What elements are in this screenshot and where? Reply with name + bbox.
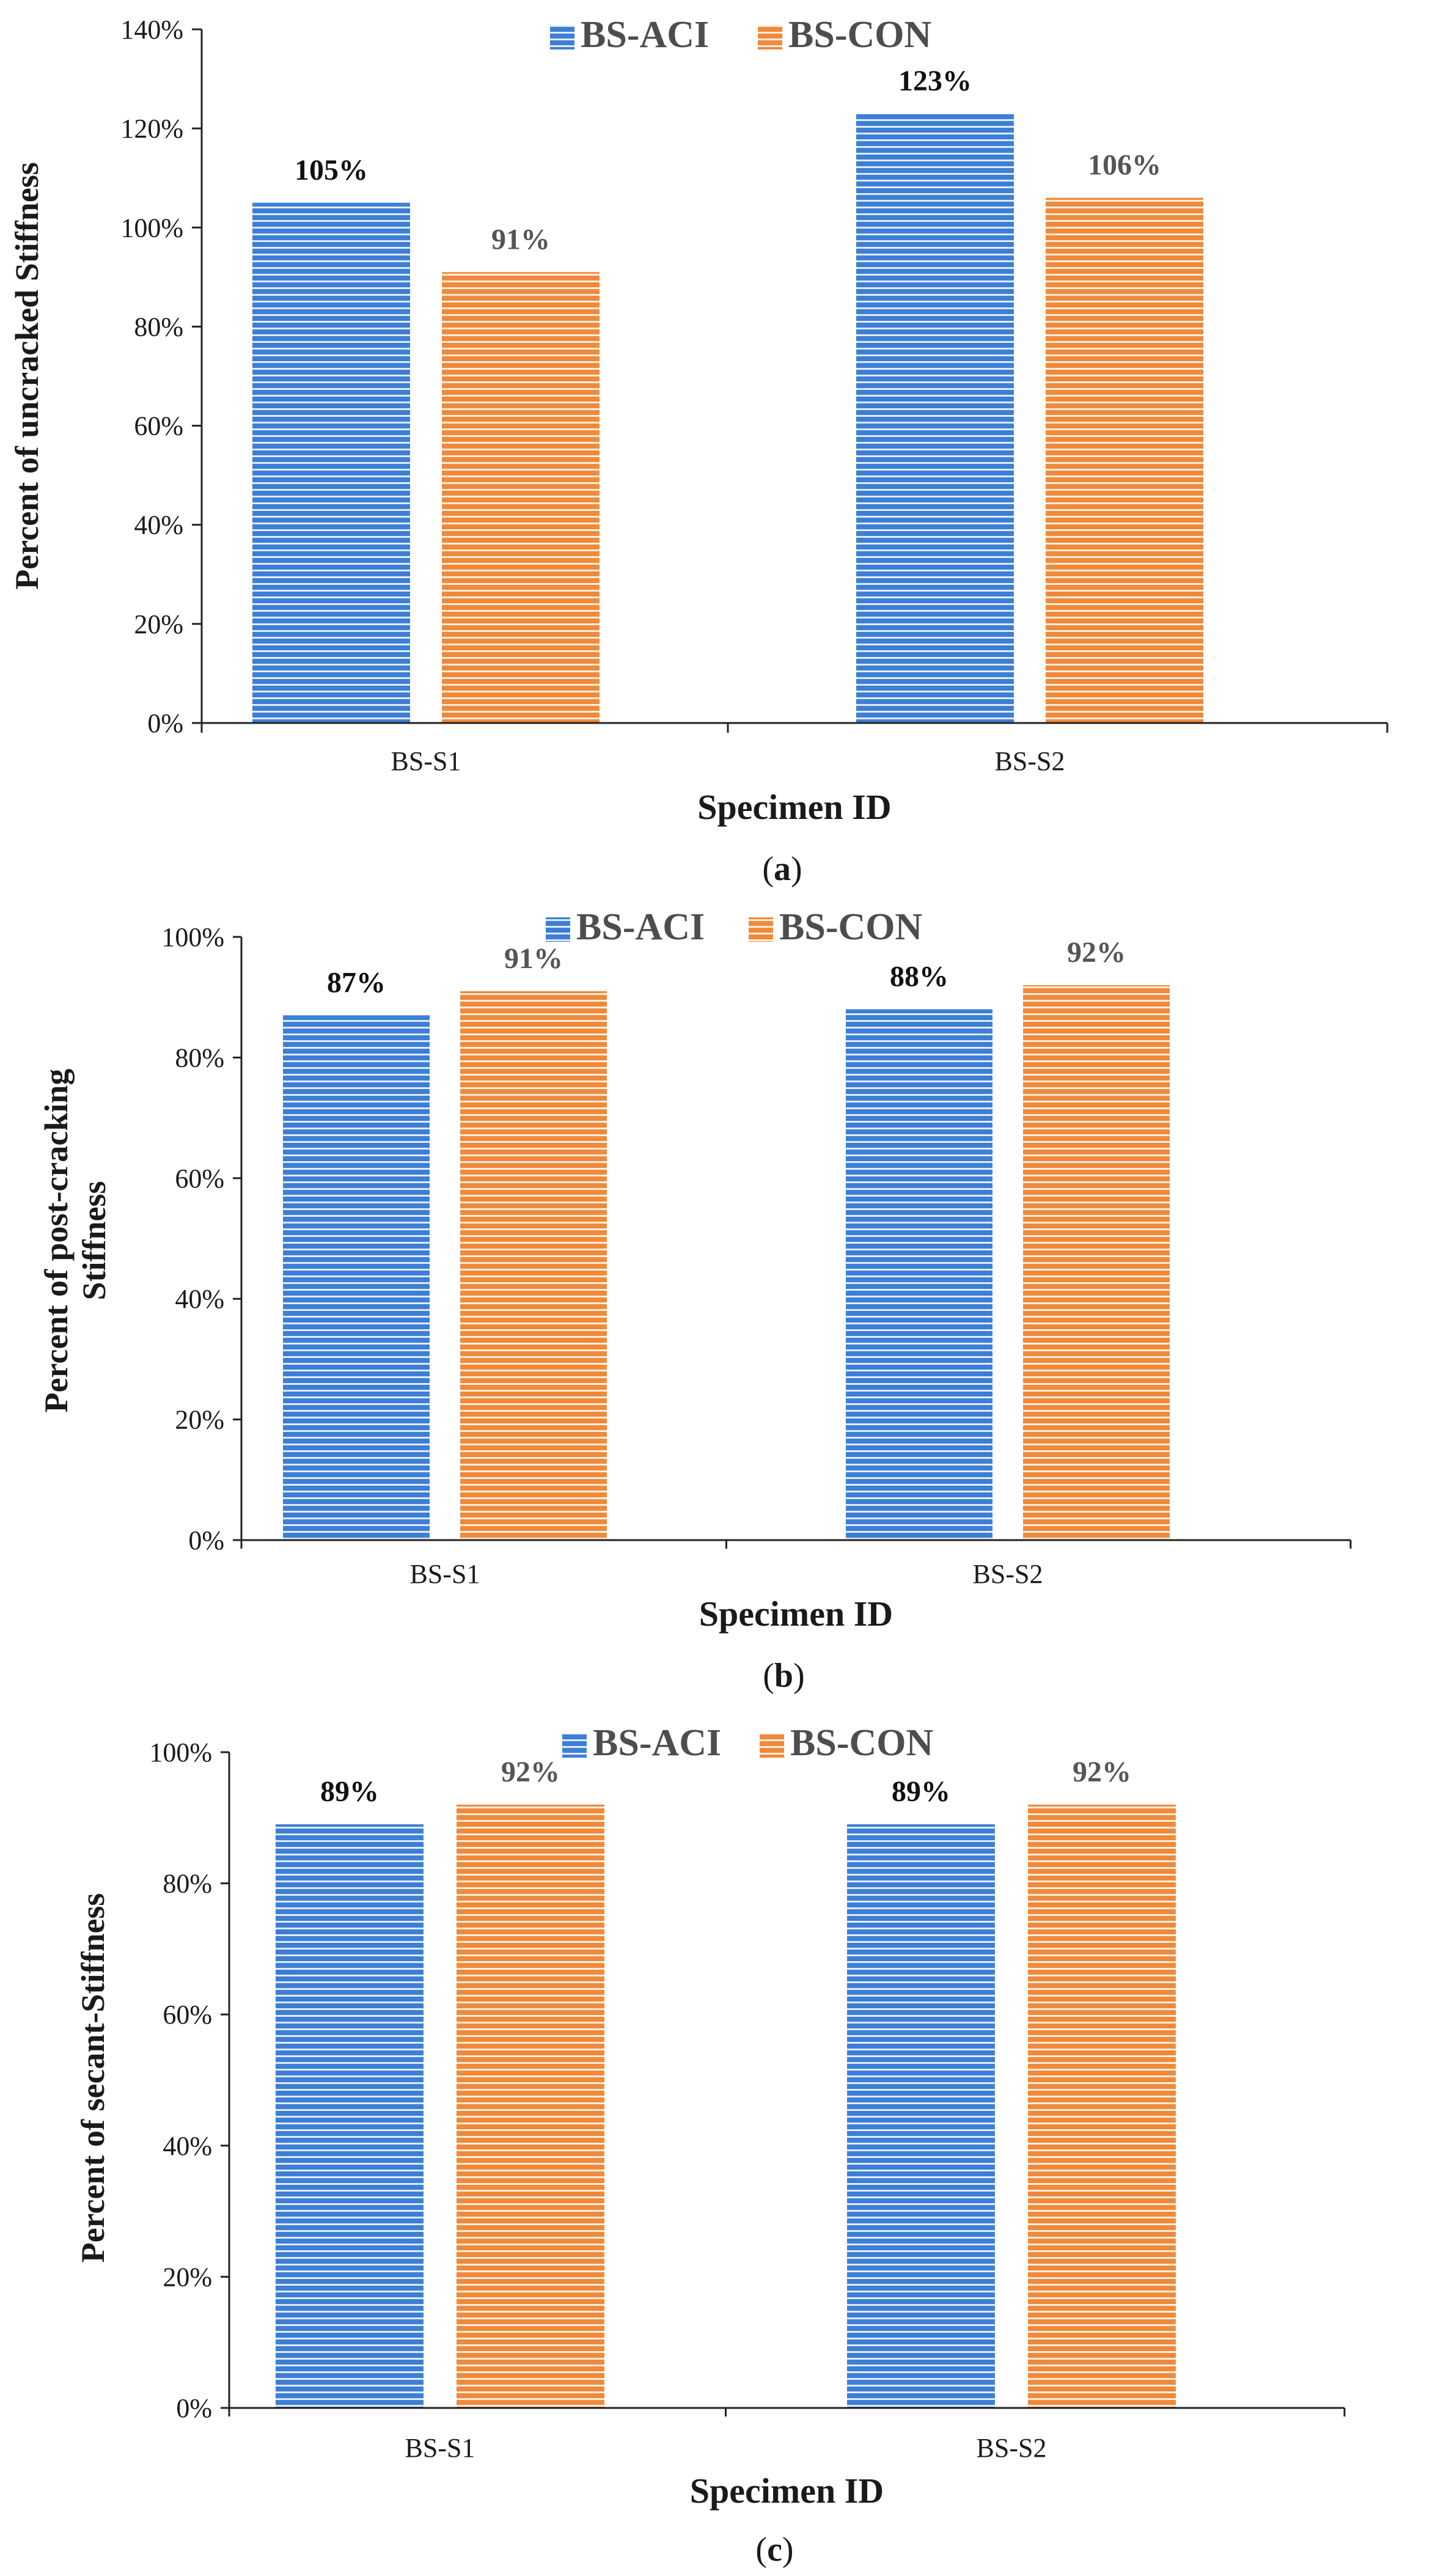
bar-bs-con-bs-s1 xyxy=(457,1804,604,2408)
y-tick-label: 0% xyxy=(188,1525,224,1555)
panel-caption: (c) xyxy=(755,2531,793,2569)
legend-swatch-bs-aci xyxy=(550,25,574,50)
x-axis-title: Specimen ID xyxy=(699,1594,893,1634)
bar-bs-aci-bs-s2 xyxy=(847,1824,995,2408)
bar-bs-aci-bs-s2 xyxy=(856,113,1014,724)
bar-bs-con-bs-s1 xyxy=(442,272,600,723)
legend-label-bs-aci: BS-ACI xyxy=(576,906,705,948)
y-axis-title: Percent of secant-Stiffness xyxy=(75,1893,111,2263)
y-axis-title: Percent of post-cracking xyxy=(38,1069,75,1413)
y-tick-label: 80% xyxy=(175,1043,224,1073)
y-tick-label: 60% xyxy=(163,2000,212,2030)
chart-panel-a: 105% 91% 123% 106% 0% 20% 40% 60% 80% 100% 120% 140… xyxy=(9,14,1388,888)
caption-open-paren: ( xyxy=(762,850,774,888)
data-label-bs-con-bs-s1: 91% xyxy=(491,223,550,255)
caption-close-paren: ) xyxy=(791,850,802,888)
data-label-bs-aci-bs-s1: 89% xyxy=(320,1775,379,1808)
y-axis-title: Stiffness xyxy=(76,1181,112,1300)
data-label-bs-aci-bs-s2: 123% xyxy=(898,65,972,97)
bar-bs-con-bs-s2 xyxy=(1046,197,1203,724)
y-tick-label: 80% xyxy=(163,1869,212,1899)
data-label-bs-con-bs-s1: 91% xyxy=(504,942,563,975)
data-label-bs-con-bs-s1: 92% xyxy=(501,1756,560,1788)
y-tick-label: 0% xyxy=(147,708,183,738)
legend-label-bs-con: BS-CON xyxy=(788,14,931,56)
y-tick-label: 100% xyxy=(120,213,183,243)
y-tick-label: 120% xyxy=(120,114,183,144)
y-tick-label: 20% xyxy=(175,1405,224,1435)
y-tick-label: 40% xyxy=(134,510,183,540)
x-category-label-bs-s2: BS-S2 xyxy=(973,1559,1043,1589)
legend-label-bs-con: BS-CON xyxy=(790,1722,933,1764)
legend-swatch-bs-con xyxy=(749,917,773,942)
data-label-bs-aci-bs-s1: 87% xyxy=(327,966,386,999)
bar-bs-aci-bs-s2 xyxy=(846,1009,992,1540)
caption-open-paren: ( xyxy=(755,2531,767,2569)
caption-letter: a xyxy=(774,850,791,888)
caption-close-paren: ) xyxy=(793,1657,805,1695)
legend-label-bs-aci: BS-ACI xyxy=(593,1722,721,1764)
legend-label-bs-aci: BS-ACI xyxy=(581,14,709,56)
y-tick-label: 100% xyxy=(161,922,224,952)
panel-caption: (a) xyxy=(762,850,802,888)
y-tick-label: 100% xyxy=(149,1738,212,1767)
chart-panel-b: 87% 91% 88% 92% 0% 20% 40% 60% 80% 100% BS-S1 BS-S2… xyxy=(38,906,1352,1695)
x-category-label-bs-s1: BS-S1 xyxy=(391,746,461,776)
x-category-label-bs-s1: BS-S1 xyxy=(405,2433,475,2463)
y-tick-label: 20% xyxy=(163,2262,212,2292)
y-tick-label: 140% xyxy=(120,15,183,45)
bar-bs-aci-bs-s1 xyxy=(276,1824,424,2408)
legend-swatch-bs-con xyxy=(758,25,782,50)
caption-letter: b xyxy=(774,1657,793,1695)
y-tick-label: 40% xyxy=(175,1284,224,1314)
data-label-bs-con-bs-s2: 92% xyxy=(1067,936,1126,969)
x-category-label-bs-s2: BS-S2 xyxy=(995,746,1065,776)
y-tick-label: 0% xyxy=(176,2393,212,2423)
data-label-bs-aci-bs-s2: 89% xyxy=(892,1775,950,1808)
legend-swatch-bs-con xyxy=(760,1733,784,1758)
caption-close-paren: ) xyxy=(782,2531,794,2569)
y-tick-label: 80% xyxy=(134,312,183,342)
bar-bs-aci-bs-s1 xyxy=(283,1015,430,1540)
x-axis-title: Specimen ID xyxy=(697,787,891,827)
y-tick-label: 60% xyxy=(175,1164,224,1194)
y-tick-label: 20% xyxy=(134,609,183,639)
y-tick-label: 60% xyxy=(134,411,183,441)
y-tick-label: 40% xyxy=(163,2131,212,2161)
y-axis-title: Percent of uncracked Stiffness xyxy=(9,162,45,589)
caption-open-paren: ( xyxy=(763,1657,774,1695)
panel-caption: (b) xyxy=(763,1657,804,1695)
legend-label-bs-con: BS-CON xyxy=(779,906,922,948)
x-axis-title: Specimen ID xyxy=(690,2471,884,2511)
bar-bs-con-bs-s2 xyxy=(1023,985,1170,1540)
bar-bs-aci-bs-s1 xyxy=(252,202,410,723)
bar-bs-con-bs-s2 xyxy=(1028,1804,1176,2408)
data-label-bs-aci-bs-s1: 105% xyxy=(295,154,368,186)
caption-letter: c xyxy=(767,2531,782,2569)
data-label-bs-aci-bs-s2: 88% xyxy=(890,960,948,993)
legend-swatch-bs-aci xyxy=(546,917,570,942)
x-category-label-bs-s2: BS-S2 xyxy=(977,2433,1047,2463)
data-label-bs-con-bs-s2: 106% xyxy=(1088,149,1161,182)
legend-swatch-bs-aci xyxy=(562,1733,587,1758)
bar-bs-con-bs-s1 xyxy=(460,991,607,1540)
x-category-label-bs-s1: BS-S1 xyxy=(410,1559,480,1589)
chart-panel-c: 89% 92% 89% 92% 0% 20% 40% 60% 80% 100% BS-S1 BS-S2… xyxy=(75,1722,1346,2569)
data-label-bs-con-bs-s2: 92% xyxy=(1073,1756,1131,1788)
